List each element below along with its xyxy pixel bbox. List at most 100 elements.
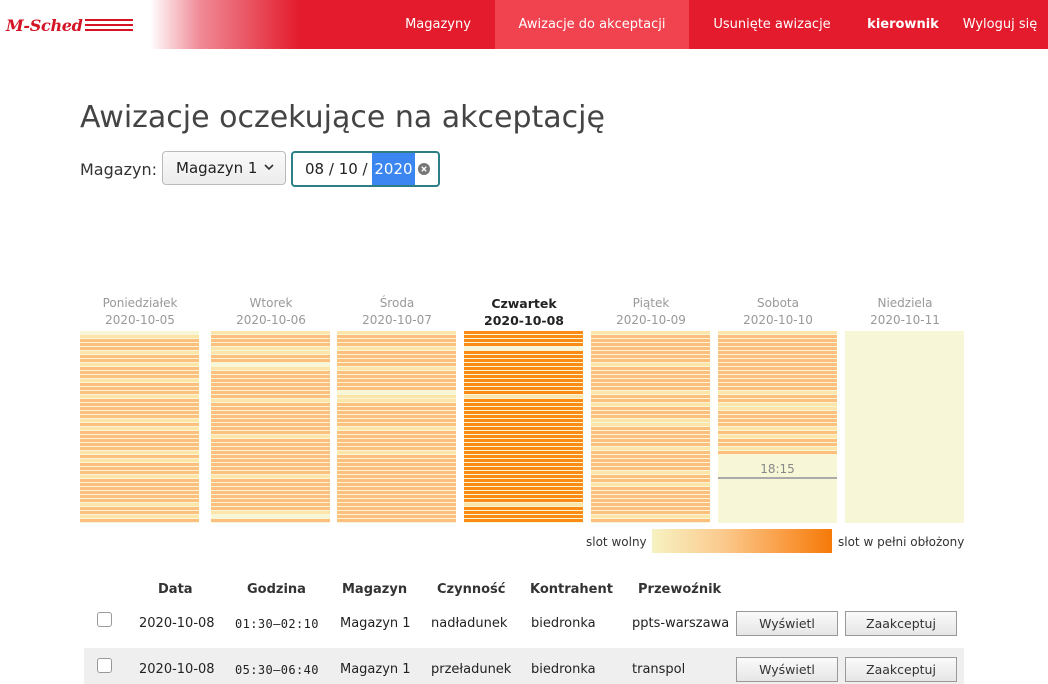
time-slot[interactable] xyxy=(464,491,583,495)
time-slot[interactable] xyxy=(337,375,456,379)
time-slot[interactable] xyxy=(211,451,330,455)
time-slot[interactable] xyxy=(80,359,199,363)
time-slot[interactable] xyxy=(80,403,199,407)
time-slot[interactable] xyxy=(80,407,199,411)
time-slot[interactable] xyxy=(718,355,837,359)
accept-button[interactable]: Zaakceptuj xyxy=(845,611,957,636)
time-slot[interactable] xyxy=(718,439,837,443)
time-slot[interactable] xyxy=(80,339,199,343)
time-slot[interactable] xyxy=(211,427,330,431)
time-slot[interactable] xyxy=(464,511,583,515)
time-slot[interactable] xyxy=(80,483,199,487)
time-slot[interactable] xyxy=(718,451,837,455)
time-slot[interactable] xyxy=(464,451,583,455)
time-slot[interactable] xyxy=(464,447,583,451)
time-slot[interactable] xyxy=(464,331,583,335)
time-slot[interactable] xyxy=(464,459,583,463)
time-slot[interactable] xyxy=(718,447,837,451)
time-slot[interactable] xyxy=(591,347,710,351)
time-slot[interactable] xyxy=(211,343,330,347)
time-slot[interactable] xyxy=(464,427,583,431)
date-year[interactable]: 2020 xyxy=(372,153,415,185)
time-slot[interactable] xyxy=(337,403,456,407)
time-slot[interactable] xyxy=(80,439,199,443)
time-slot[interactable] xyxy=(591,335,710,339)
time-slot[interactable] xyxy=(464,471,583,475)
time-slot[interactable] xyxy=(718,415,837,419)
time-slot[interactable] xyxy=(591,507,710,511)
date-month[interactable]: 08 xyxy=(305,160,325,178)
time-slot[interactable] xyxy=(80,519,199,523)
time-slot[interactable] xyxy=(337,379,456,383)
time-slot[interactable] xyxy=(80,515,199,519)
time-slot[interactable] xyxy=(464,431,583,435)
time-slot[interactable] xyxy=(718,383,837,387)
time-slot[interactable] xyxy=(337,347,456,351)
time-slot[interactable] xyxy=(80,511,199,515)
time-slot[interactable] xyxy=(337,435,456,439)
time-slot[interactable] xyxy=(464,479,583,483)
time-slot[interactable] xyxy=(464,403,583,407)
time-slot[interactable] xyxy=(337,463,456,467)
time-slot[interactable] xyxy=(80,379,199,383)
time-slot[interactable] xyxy=(80,343,199,347)
time-slot[interactable] xyxy=(80,391,199,395)
time-slot[interactable] xyxy=(591,479,710,483)
view-button[interactable]: Wyświetl xyxy=(736,611,838,636)
time-slot[interactable] xyxy=(80,503,199,507)
time-slot[interactable] xyxy=(591,407,710,411)
time-slot[interactable] xyxy=(464,423,583,427)
time-slot[interactable] xyxy=(337,423,456,427)
time-slot[interactable] xyxy=(211,499,330,503)
time-slot[interactable] xyxy=(337,455,456,459)
time-slot[interactable] xyxy=(211,391,330,395)
time-slot[interactable] xyxy=(718,387,837,391)
time-slot[interactable] xyxy=(211,331,330,335)
time-slot[interactable] xyxy=(80,355,199,359)
time-slot[interactable] xyxy=(211,411,330,415)
time-slot[interactable] xyxy=(80,495,199,499)
time-slot[interactable] xyxy=(591,511,710,515)
date-day[interactable]: 10 xyxy=(338,160,358,178)
time-slot[interactable] xyxy=(211,347,330,351)
time-slot[interactable] xyxy=(80,335,199,339)
time-slot[interactable] xyxy=(718,363,837,367)
time-slot[interactable] xyxy=(591,499,710,503)
time-slot[interactable] xyxy=(718,423,837,427)
time-slot[interactable] xyxy=(80,351,199,355)
time-slot[interactable] xyxy=(211,355,330,359)
time-slot[interactable] xyxy=(591,439,710,443)
time-slot[interactable] xyxy=(464,339,583,343)
time-slot[interactable] xyxy=(211,407,330,411)
time-slot[interactable] xyxy=(591,391,710,395)
time-slot[interactable] xyxy=(80,427,199,431)
time-slot[interactable] xyxy=(591,435,710,439)
time-slot[interactable] xyxy=(718,371,837,375)
time-slot[interactable] xyxy=(80,387,199,391)
time-slot[interactable] xyxy=(464,411,583,415)
time-slot[interactable] xyxy=(718,367,837,371)
time-slot[interactable] xyxy=(211,479,330,483)
time-slot[interactable] xyxy=(211,367,330,371)
time-slot[interactable] xyxy=(211,459,330,463)
time-slot[interactable] xyxy=(718,419,837,423)
time-slot[interactable] xyxy=(337,447,456,451)
nav-user-kierownik[interactable]: kierownik xyxy=(867,17,939,32)
time-slot[interactable] xyxy=(464,383,583,387)
time-slot[interactable] xyxy=(211,359,330,363)
time-slot[interactable] xyxy=(591,411,710,415)
time-slot[interactable] xyxy=(591,371,710,375)
time-slot[interactable] xyxy=(211,519,330,523)
time-slot[interactable] xyxy=(718,443,837,447)
time-slot[interactable] xyxy=(80,399,199,403)
day-column-2020-10-08[interactable] xyxy=(464,331,583,523)
time-slot[interactable] xyxy=(718,351,837,355)
time-slot[interactable] xyxy=(80,435,199,439)
app-logo[interactable]: M-Sched xyxy=(6,14,133,36)
time-slot[interactable] xyxy=(337,519,456,523)
time-slot[interactable] xyxy=(80,455,199,459)
date-input[interactable]: 08 / 10 / 2020 xyxy=(291,151,440,187)
time-slot[interactable] xyxy=(718,359,837,363)
time-slot[interactable] xyxy=(337,367,456,371)
time-slot[interactable] xyxy=(337,439,456,443)
